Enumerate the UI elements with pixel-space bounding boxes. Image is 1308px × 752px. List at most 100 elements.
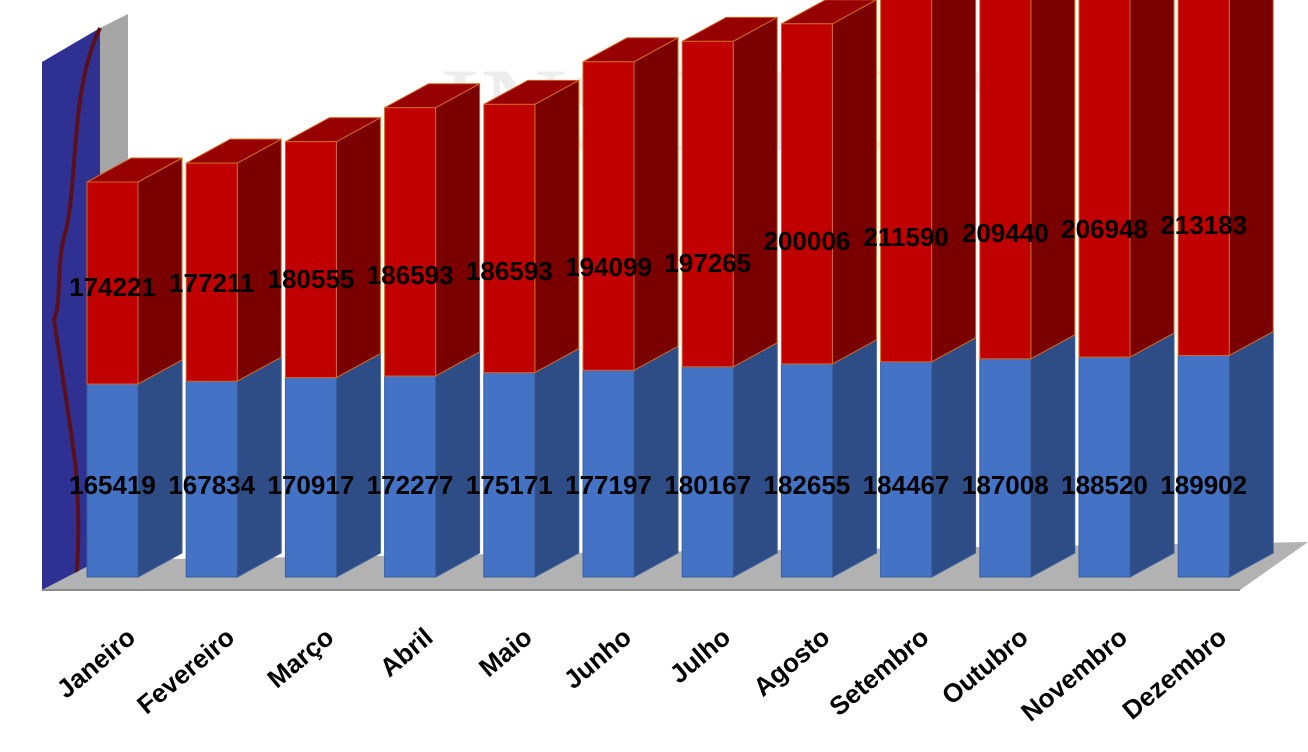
bar-blue-7-side <box>831 339 877 578</box>
bar-red-3-side <box>435 82 481 377</box>
value-label-blue-10: 188520 <box>1061 470 1148 500</box>
bar-red-5-front <box>582 61 635 371</box>
category-label-6: Julho <box>664 622 736 690</box>
bar-red-1-side <box>236 138 282 383</box>
bar-red-5 <box>582 36 679 372</box>
value-label-red-6: 197265 <box>664 248 751 278</box>
bar-blue-6-side <box>732 341 778 578</box>
value-label-red-11: 213183 <box>1160 210 1247 240</box>
bar-red-4 <box>483 79 580 374</box>
bar-red-7-side <box>831 0 877 365</box>
category-label-1: Fevereiro <box>131 622 240 720</box>
value-label-blue-7: 182655 <box>764 470 851 500</box>
value-label-blue-11: 189902 <box>1160 470 1247 500</box>
bar-blue-2-side <box>335 352 381 578</box>
bar-red-11-side <box>1228 0 1274 357</box>
category-label-3: Abril <box>374 622 439 683</box>
bar-red-8-side <box>931 0 977 363</box>
value-label-red-7: 200006 <box>764 226 851 256</box>
bar-blue-7-front <box>780 363 833 578</box>
value-label-blue-2: 170917 <box>268 470 355 500</box>
bar-blue-9-side <box>1030 333 1076 578</box>
category-label-2: Março <box>261 622 339 694</box>
bar-red-7-front <box>780 23 833 365</box>
bar-blue-10-front <box>1078 356 1131 578</box>
bar-blue-5 <box>582 345 679 578</box>
bar-blue-4-side <box>534 347 580 578</box>
bar-red-2 <box>284 116 381 379</box>
value-label-red-8: 211590 <box>863 222 948 252</box>
value-label-blue-9: 187008 <box>962 470 1049 500</box>
value-labels: 165419 174221 167834 177211 170917 180555 1722… <box>69 210 1247 500</box>
bar-blue-1 <box>185 356 282 578</box>
bar-blue-3-side <box>435 351 481 578</box>
bar-blue-3-front <box>384 375 437 578</box>
bar-blue-11 <box>1177 330 1274 578</box>
bar-blue-1-front <box>185 380 238 578</box>
bar-blue-0 <box>86 359 183 578</box>
bar-red-10-front <box>1078 0 1131 358</box>
bar-red-6 <box>681 16 778 368</box>
value-label-blue-5: 177197 <box>565 470 652 500</box>
bar-red-1-front <box>185 162 238 382</box>
bar-red-1 <box>185 138 282 383</box>
category-label-8: Setembro <box>823 622 934 722</box>
value-label-red-5: 194099 <box>565 252 652 282</box>
bar-red-9-front <box>979 0 1032 360</box>
bar-blue-7 <box>780 339 877 578</box>
value-label-red-4: 186593 <box>466 256 553 286</box>
bar-blue-3 <box>384 351 481 578</box>
bar-blue-0-front <box>86 383 139 578</box>
bar-red-8-front <box>880 0 933 363</box>
bar-red-3-front <box>384 107 437 377</box>
bar-red-10-side <box>1129 0 1175 358</box>
bar-red-10 <box>1078 0 1175 358</box>
bar-red-3 <box>384 82 481 377</box>
bar-blue-11-front <box>1177 354 1230 578</box>
bar-red-8 <box>880 0 977 363</box>
bar-red-6-front <box>681 40 734 368</box>
category-label-11: Dezembro <box>1116 622 1232 726</box>
value-label-red-2: 180555 <box>268 264 355 294</box>
category-label-7: Agosto <box>747 622 835 703</box>
bar-red-9 <box>979 0 1076 360</box>
category-label-5: Junho <box>558 622 637 695</box>
category-label-4: Maio <box>473 622 538 683</box>
bar-red-0-front <box>86 181 139 385</box>
value-label-red-9: 209440 <box>962 218 1049 248</box>
bar-red-6-side <box>732 16 778 368</box>
value-label-red-0: 174221 <box>69 272 156 302</box>
bar-blue-6-front <box>681 366 734 578</box>
bar-blue-5-front <box>582 369 635 578</box>
bar-red-11 <box>1177 0 1274 357</box>
bar-blue-10 <box>1078 332 1175 578</box>
bar-blue-2 <box>284 352 381 578</box>
category-label-9: Outubro <box>936 622 1034 711</box>
bar-red-0 <box>86 157 183 385</box>
bar-blue-8 <box>880 336 977 578</box>
value-label-red-3: 186593 <box>367 260 454 290</box>
value-label-red-1: 177211 <box>169 268 254 298</box>
bar-red-9-side <box>1030 0 1076 360</box>
value-label-blue-4: 175171 <box>466 470 553 500</box>
bar-blue-4 <box>483 347 580 578</box>
bar-blue-4-front <box>483 372 536 578</box>
bar-blue-5-side <box>633 345 679 578</box>
bar-blue-0-side <box>137 359 183 578</box>
value-label-blue-3: 172277 <box>367 470 454 500</box>
wall-edge-curve <box>51 27 102 581</box>
bar-red-11-front <box>1177 0 1230 356</box>
category-label-0: Janeiro <box>51 622 141 704</box>
bar-red-4-side <box>534 79 580 374</box>
bar-red-7 <box>780 0 877 365</box>
back-wall <box>42 28 100 590</box>
bar-blue-10-side <box>1129 332 1175 578</box>
value-label-blue-8: 184467 <box>863 470 950 500</box>
bar-group <box>86 0 1274 578</box>
category-label-10: Novembro <box>1015 622 1133 728</box>
bar-red-5-side <box>633 36 679 372</box>
bar-red-2-front <box>284 141 337 379</box>
bar-blue-1-side <box>236 356 282 578</box>
